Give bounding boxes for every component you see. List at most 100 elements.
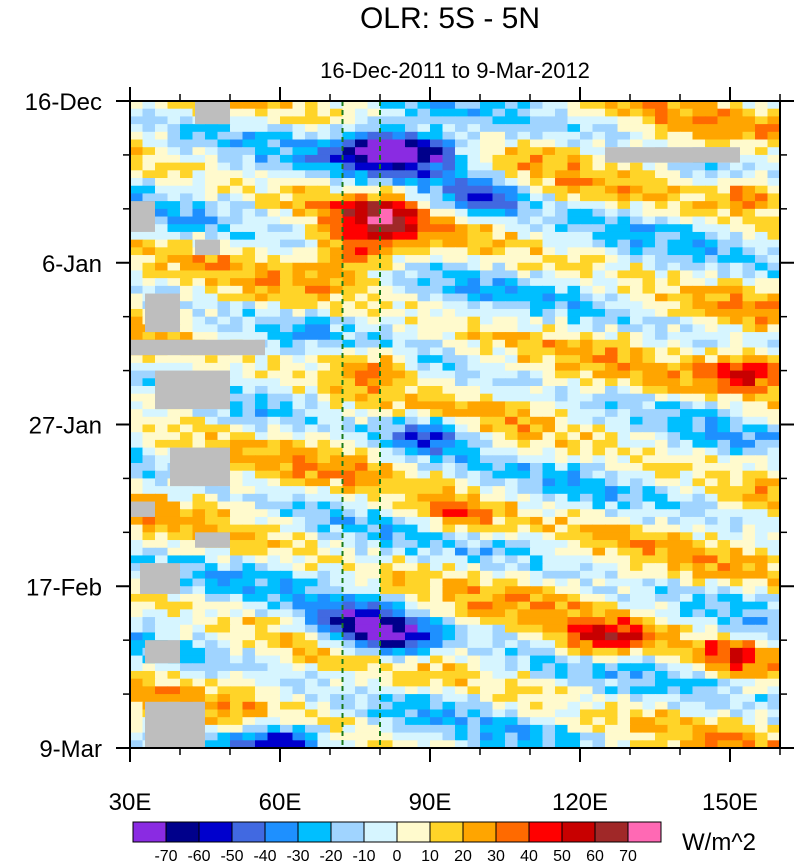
contour-cell: [605, 293, 619, 302]
contour-cell: [717, 370, 731, 379]
contour-cell: [342, 347, 356, 356]
contour-cell: [330, 239, 344, 248]
x-tick-label: 60E: [259, 789, 302, 816]
contour-cell: [255, 224, 269, 233]
contour-cell: [392, 239, 406, 248]
contour-cell: [417, 355, 431, 364]
contour-cell: [230, 640, 244, 649]
contour-cell: [605, 324, 619, 333]
contour-cell: [317, 147, 331, 156]
contour-cell: [130, 717, 144, 726]
contour-cell: [742, 640, 756, 649]
contour-cell: [530, 432, 544, 441]
contour-cell: [692, 647, 706, 657]
contour-cell: [342, 278, 356, 287]
contour-cell: [442, 416, 456, 426]
contour-cell: [442, 316, 456, 325]
contour-cell: [542, 308, 556, 318]
contour-cell: [542, 201, 556, 210]
contour-cell: [705, 694, 719, 703]
contour-cell: [530, 308, 544, 318]
contour-cell: [505, 355, 519, 364]
contour-cell: [305, 555, 319, 564]
contour-cell: [230, 131, 244, 141]
contour-cell: [630, 262, 644, 272]
contour-cell: [467, 463, 481, 472]
contour-cell: [592, 624, 606, 634]
contour-cell: [405, 540, 419, 549]
contour-cell: [255, 216, 269, 225]
contour-cell: [355, 247, 369, 256]
contour-cell: [642, 362, 656, 372]
contour-cell: [330, 101, 344, 110]
contour-cell: [642, 293, 656, 302]
contour-cell: [317, 362, 331, 372]
contour-cell: [742, 578, 756, 587]
contour-cell: [330, 732, 344, 741]
contour-cell: [155, 201, 169, 210]
contour-cell: [542, 663, 556, 672]
contour-cell: [605, 108, 619, 117]
contour-cell: [442, 339, 456, 349]
contour-cell: [442, 647, 456, 657]
contour-cell: [667, 701, 681, 711]
contour-cell: [317, 570, 331, 580]
contour-cell: [705, 316, 719, 325]
contour-cell: [492, 694, 506, 703]
contour-cell: [342, 724, 356, 734]
contour-cell: [617, 339, 631, 349]
contour-cell: [467, 678, 481, 687]
contour-cell: [392, 609, 406, 618]
contour-cell: [380, 193, 394, 202]
contour-cell: [442, 170, 456, 179]
contour-cell: [255, 563, 269, 572]
contour-cell: [267, 224, 281, 233]
contour-cell: [717, 401, 731, 410]
contour-cell: [717, 293, 731, 302]
contour-cell: [742, 262, 756, 272]
contour-cell: [355, 432, 369, 441]
contour-cell: [742, 255, 756, 264]
contour-cell: [730, 670, 744, 680]
contour-cell: [167, 678, 181, 687]
contour-cell: [530, 555, 544, 564]
contour-cell: [280, 278, 294, 287]
contour-cell: [367, 139, 381, 148]
contour-cell: [305, 139, 319, 148]
contour-cell: [755, 170, 769, 179]
contour-cell: [130, 285, 144, 295]
contour-cell: [242, 601, 256, 610]
contour-cell: [430, 570, 444, 580]
contour-cell: [280, 409, 294, 418]
contour-cell: [267, 370, 281, 379]
contour-cell: [205, 285, 219, 295]
contour-cell: [355, 185, 369, 195]
contour-cell: [367, 578, 381, 587]
contour-cell: [380, 593, 394, 603]
contour-cell: [292, 563, 306, 572]
contour-cell: [317, 416, 331, 426]
contour-cell: [705, 409, 719, 418]
contour-cell: [255, 709, 269, 718]
contour-cell: [555, 355, 569, 364]
contour-cell: [692, 717, 706, 726]
contour-cell: [567, 647, 581, 657]
contour-cell: [442, 563, 456, 572]
contour-cell: [292, 224, 306, 233]
contour-cell: [217, 593, 231, 603]
contour-cell: [442, 308, 456, 318]
contour-cell: [467, 154, 481, 164]
contour-cell: [255, 601, 269, 610]
contour-cell: [392, 201, 406, 210]
contour-cell: [442, 555, 456, 564]
contour-cell: [267, 378, 281, 387]
contour-cell: [355, 262, 369, 272]
contour-cell: [292, 339, 306, 349]
contour-cell: [392, 316, 406, 325]
contour-cell: [305, 678, 319, 687]
contour-cell: [442, 632, 456, 641]
contour-cell: [580, 617, 594, 626]
contour-cell: [730, 347, 744, 356]
contour-cell: [392, 154, 406, 164]
contour-cell: [130, 154, 144, 164]
